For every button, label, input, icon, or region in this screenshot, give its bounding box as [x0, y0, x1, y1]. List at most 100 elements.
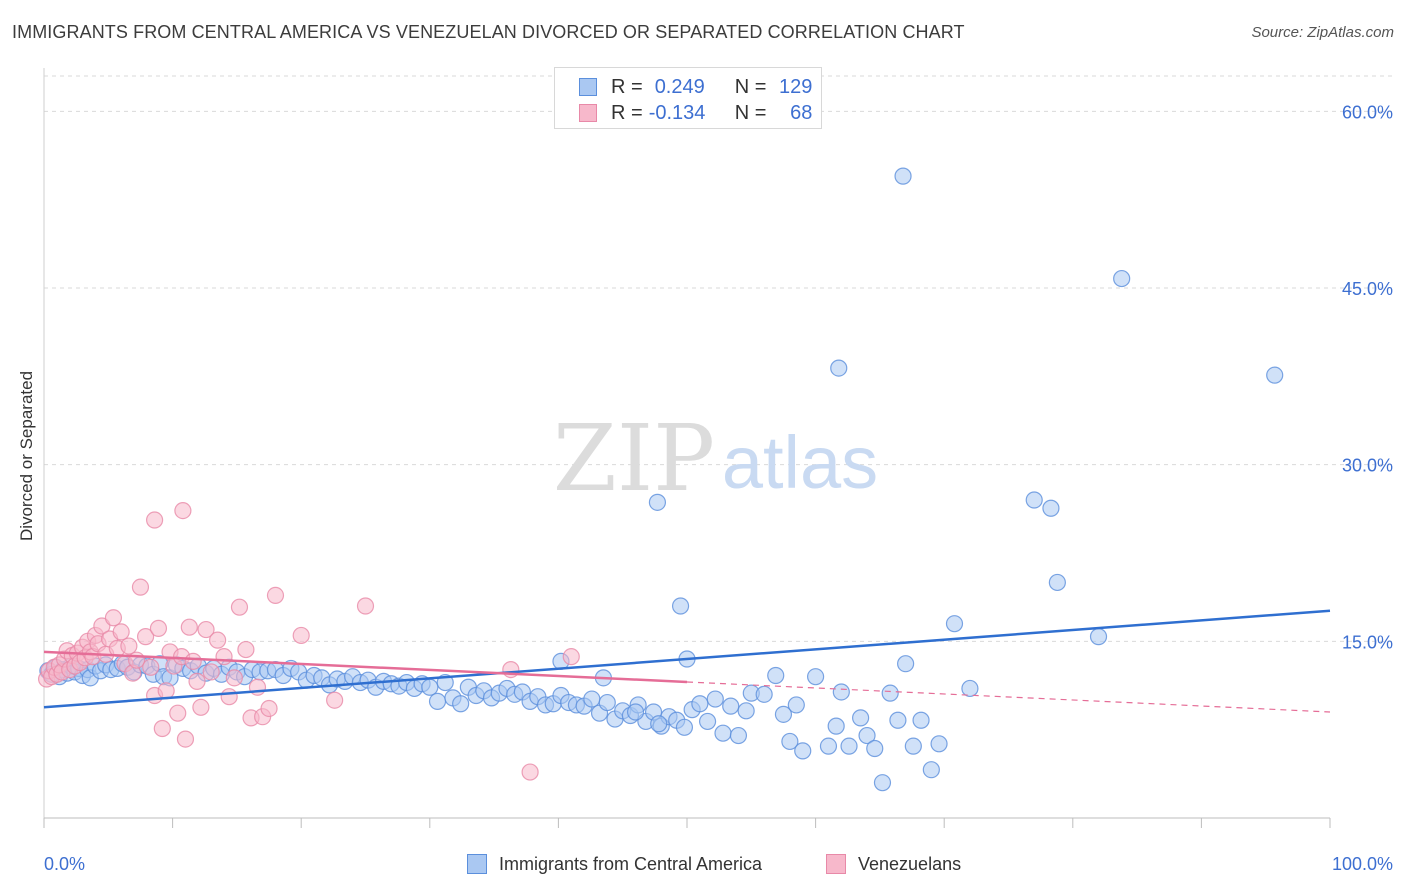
point-central-america: [755, 685, 773, 703]
point-venezuelan: [197, 620, 215, 639]
point-central-america: [830, 359, 848, 377]
point-venezuelan: [127, 651, 146, 669]
y-axis-title: Divorced or Separated: [17, 370, 36, 542]
point-central-america: [1025, 491, 1043, 509]
point-central-america: [722, 697, 740, 715]
point-central-america: [1048, 573, 1066, 592]
point-venezuelan: [202, 663, 220, 681]
trend-line-extension-1: [686, 681, 1331, 713]
y-tick-label: 15.0%: [1342, 632, 1393, 652]
point-venezuelan: [142, 658, 160, 676]
point-central-america: [706, 690, 724, 708]
point-venezuelan: [237, 640, 255, 659]
y-tick-label: 45.0%: [1342, 279, 1393, 299]
legend-n-label: N =: [734, 101, 767, 124]
point-venezuelan: [292, 626, 310, 645]
legend-r-label: R =: [611, 75, 643, 98]
point-venezuelan: [260, 699, 278, 718]
point-central-america: [714, 724, 732, 742]
point-venezuelan: [180, 618, 198, 636]
point-central-america: [729, 726, 748, 745]
point-venezuelan: [562, 648, 580, 666]
point-central-america: [650, 715, 668, 733]
legend-row-central-america: R = 0.249 N = 129: [579, 75, 812, 99]
point-venezuelan: [174, 502, 192, 520]
point-venezuelan: [188, 672, 206, 690]
watermark-zip: ZIP: [553, 405, 715, 512]
point-central-america: [774, 705, 793, 723]
point-central-america: [698, 712, 717, 731]
point-venezuelan: [169, 704, 187, 722]
source-credit: Source: ZipAtlas.com: [1251, 24, 1394, 41]
point-central-america: [832, 683, 850, 701]
point-venezuelan: [209, 631, 227, 649]
point-central-america: [894, 167, 912, 185]
point-central-america: [675, 718, 694, 736]
legend-n-value: 68: [790, 101, 813, 124]
y-tick-label: 60.0%: [1342, 102, 1393, 122]
legend-swatch-pink: [826, 854, 846, 874]
point-venezuelan: [266, 586, 285, 605]
point-venezuelan: [326, 691, 344, 709]
point-central-america: [428, 692, 447, 711]
point-central-america: [827, 717, 845, 735]
point-venezuelan: [215, 648, 233, 666]
point-central-america: [889, 711, 907, 729]
point-venezuelan: [112, 623, 130, 641]
point-venezuelan: [184, 652, 202, 670]
x-tick-label-min: 0.0%: [44, 854, 85, 874]
trend-line-0: [43, 609, 1331, 709]
watermark-atlas: atlas: [722, 421, 878, 504]
point-central-america: [961, 679, 979, 698]
x-tick-label-max: 100.0%: [1332, 854, 1393, 874]
trend-line-1: [43, 650, 688, 684]
legend-n-label: N =: [734, 75, 767, 98]
point-central-america: [922, 761, 940, 779]
point-venezuelan: [104, 609, 123, 627]
tick-labels: 0.0% 100.0% 15.0% 30.0% 45.0% 60.0%: [44, 102, 1393, 874]
point-venezuelan: [220, 688, 238, 706]
series-name: Immigrants from Central America: [499, 853, 763, 874]
point-central-america: [858, 726, 876, 745]
point-venezuelan: [225, 669, 243, 687]
point-venezuelan: [230, 598, 249, 616]
series-legend-venezuelans: Venezuelans: [826, 851, 961, 877]
point-central-america: [866, 739, 884, 758]
point-venezuelan: [145, 511, 164, 529]
legend-swatch-blue: [467, 854, 487, 874]
point-central-america: [626, 703, 645, 721]
trend-lines: [43, 609, 1331, 713]
correlation-legend: R = 0.249 N = 129 R = -0.134 N = 68: [554, 67, 822, 129]
point-central-america: [930, 735, 948, 753]
point-central-america: [1113, 269, 1131, 288]
point-central-america: [873, 774, 892, 792]
point-central-america: [781, 732, 799, 751]
point-central-america: [897, 655, 915, 673]
point-central-america: [452, 695, 470, 713]
point-central-america: [794, 742, 812, 760]
gridlines: [44, 75, 1393, 642]
legend-r-label: R =: [611, 101, 643, 124]
point-venezuelan: [120, 637, 138, 655]
point-central-america: [806, 668, 825, 686]
legend-r-value: 0.249: [654, 75, 705, 98]
series-legend-central-america: Immigrants from Central America: [467, 851, 762, 877]
legend-n-value: 129: [779, 75, 813, 98]
point-central-america: [881, 684, 899, 702]
point-central-america: [598, 693, 616, 712]
point-central-america: [904, 737, 922, 755]
point-venezuelan: [131, 578, 150, 596]
point-central-america: [840, 737, 858, 755]
legend-swatch-blue: [579, 78, 597, 96]
point-central-america: [819, 737, 838, 755]
legend-swatch-pink: [579, 104, 597, 122]
point-venezuelan: [176, 730, 195, 748]
legend-r-value: -0.134: [648, 101, 706, 124]
point-venezuelan: [356, 597, 375, 615]
point-venezuelan: [149, 619, 168, 637]
series-name: Venezuelans: [858, 853, 962, 874]
point-central-america: [787, 696, 805, 714]
point-central-america: [912, 711, 930, 729]
point-central-america: [945, 615, 964, 633]
